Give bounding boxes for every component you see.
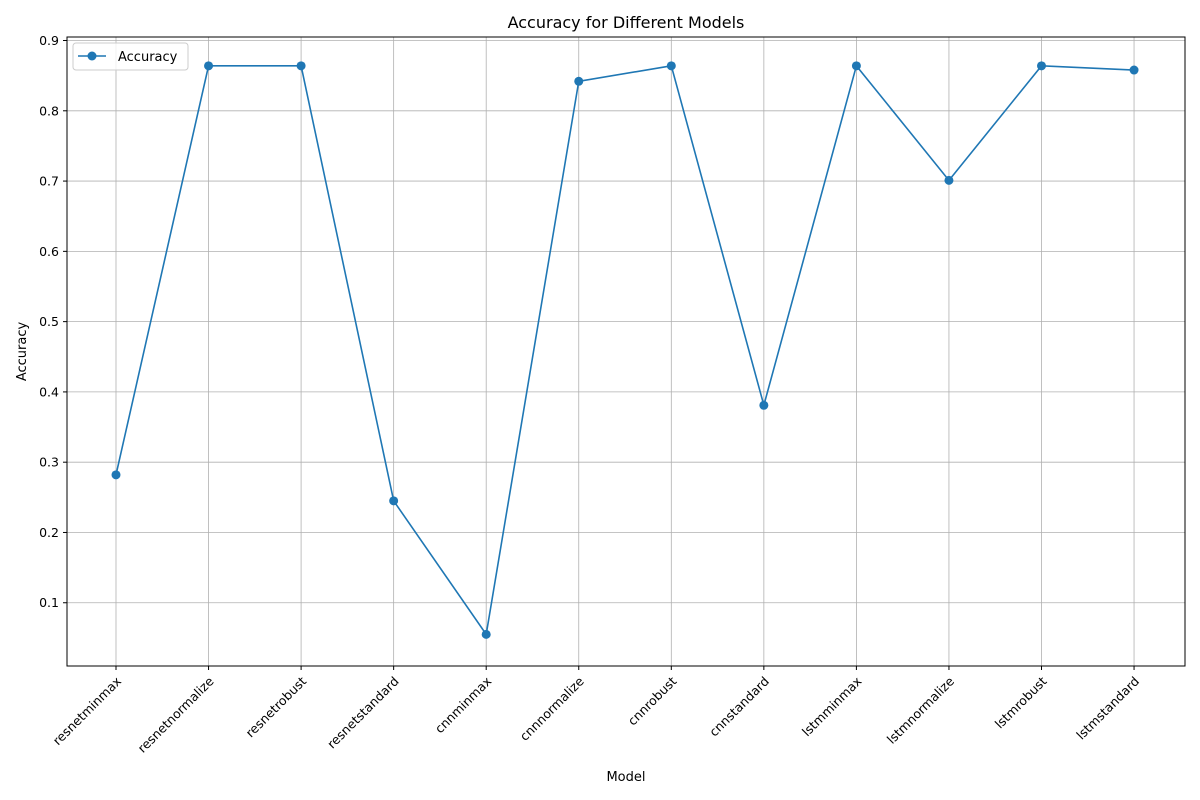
grid — [67, 37, 1185, 666]
y-tick-label: 0.9 — [39, 33, 59, 48]
axes-frame — [66, 36, 1186, 667]
x-tick-label: resnetminmax — [50, 674, 125, 749]
y-tick-label: 0.4 — [39, 384, 59, 399]
y-tick-label: 0.5 — [39, 314, 59, 329]
plot-area — [66, 36, 1186, 667]
data-point — [1037, 61, 1046, 71]
y-tick-label: 0.3 — [39, 455, 59, 470]
x-tick-label: cnnnormalize — [517, 673, 587, 743]
data-point — [296, 61, 306, 71]
x-tick-label: lstmminmax — [799, 674, 865, 740]
series-markers — [111, 61, 1139, 639]
y-tick-label: 0.7 — [39, 174, 59, 189]
data-point — [481, 629, 491, 639]
x-tick-label: resnetstandard — [324, 674, 402, 752]
x-tick-label: lstmrobust — [992, 673, 1050, 731]
x-axis-label: Model — [606, 770, 645, 785]
x-axis-ticks: resnetminmax resnetnormalize resnetrobust r… — [50, 666, 1142, 756]
data-point — [111, 470, 121, 480]
y-tick-label: 0.1 — [39, 595, 59, 610]
data-point — [389, 496, 399, 506]
y-tick-label: 0.2 — [39, 525, 59, 540]
y-tick-label: 0.6 — [39, 244, 59, 259]
legend-marker-swatch — [87, 51, 97, 61]
x-tick-label: resnetrobust — [242, 673, 309, 740]
x-tick-label: cnnminmax — [432, 674, 495, 737]
data-point — [204, 61, 214, 71]
chart-title: Accuracy for Different Models — [508, 13, 745, 32]
y-axis-label: Accuracy — [15, 322, 30, 382]
series-line — [115, 64, 1135, 637]
y-axis-ticks: 0.1 0.2 0.3 0.4 0.5 0.6 0.7 0.8 0.9 — [39, 33, 67, 610]
legend: Accuracy — [72, 42, 189, 71]
data-point — [851, 61, 861, 71]
x-tick-label: lstmstandard — [1073, 674, 1142, 743]
data-point — [759, 400, 769, 410]
data-point — [1129, 65, 1139, 75]
x-tick-label: cnnstandard — [706, 674, 772, 740]
legend-box — [72, 42, 189, 71]
x-tick-label: cnnrobust — [625, 673, 680, 728]
y-tick-label: 0.8 — [39, 103, 59, 118]
x-tick-label: lstmnormalize — [884, 673, 957, 746]
data-point — [574, 76, 584, 86]
data-point — [944, 175, 954, 185]
data-point — [666, 61, 676, 71]
series-lines — [115, 64, 1135, 637]
legend-label: Accuracy — [118, 50, 178, 65]
x-tick-label: resnetnormalize — [135, 673, 217, 755]
plot-background — [67, 37, 1185, 666]
